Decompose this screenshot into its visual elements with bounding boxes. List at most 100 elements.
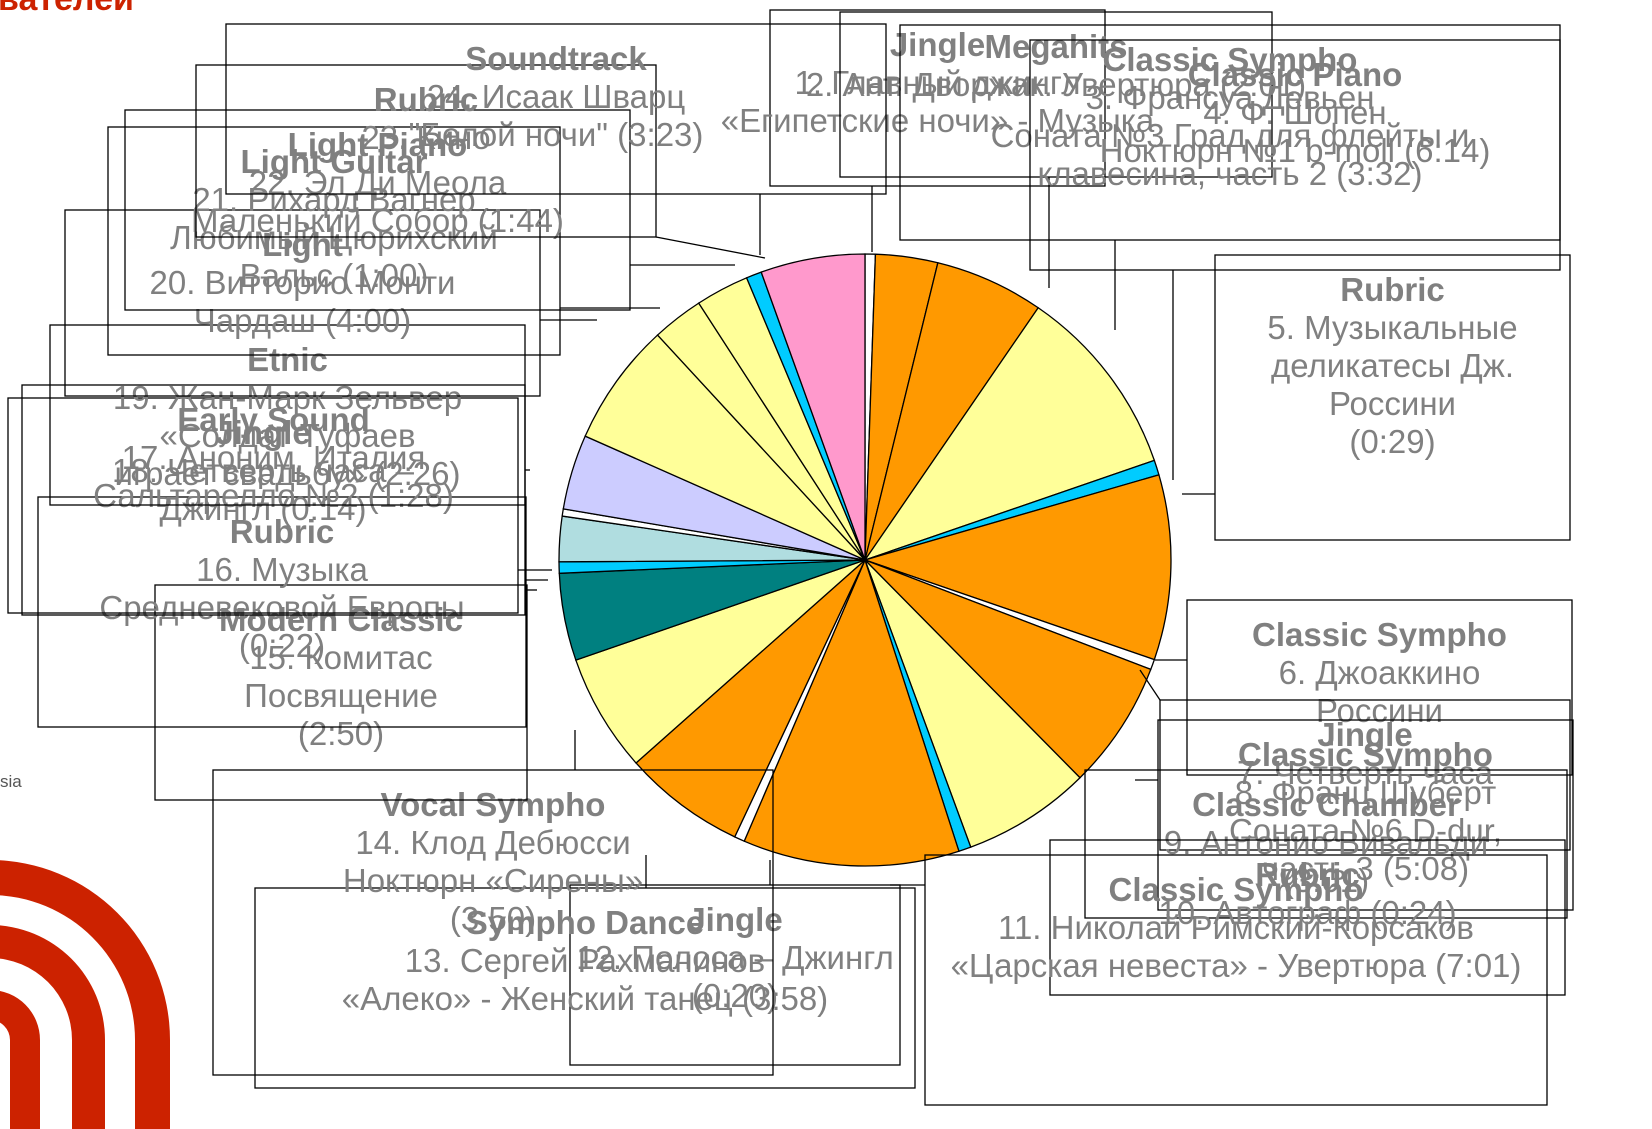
callout-line: (0:22): [239, 627, 325, 664]
callout-line: Маленький Собор (1:44): [191, 202, 564, 239]
callout-genre: Jingle: [1317, 716, 1412, 753]
callout-box: [924, 854, 1548, 1106]
leader-lines: [518, 177, 1215, 888]
page-title: вателей: [0, 0, 134, 19]
callout-line: играет свадьбу» (2:26): [115, 455, 461, 492]
callout-box: [769, 9, 1106, 187]
callout-genre: Rubric: [1255, 856, 1360, 893]
callout-line: 15. Комитас: [249, 639, 432, 676]
callout-line: Соната №6 D-dur,: [1229, 812, 1502, 849]
callout-line: Сальтарелло №2 (1:28): [93, 477, 454, 514]
callout-line: 23. Кино: [361, 119, 490, 156]
callout-genre: Vocal Sympho: [381, 786, 606, 823]
callout-box: [839, 11, 1273, 178]
brand-text: sia: [0, 772, 22, 791]
callout-line: Вальс (1:00): [240, 257, 429, 294]
callout-line: (2:50): [298, 715, 384, 752]
callout-box: [1084, 769, 1568, 919]
callout-genre: Classic Sympho: [1252, 616, 1507, 653]
callout-genre: Rubric: [230, 513, 335, 550]
callout-line: Соната №3 Град для флейты и: [991, 117, 1470, 154]
callout-box: [154, 584, 528, 801]
callout-line: Джингл (0:14): [159, 490, 366, 527]
callout-line: Ноктюрн «Сирены»: [343, 862, 643, 899]
callout-genre: Classic Sympho: [1238, 736, 1493, 773]
callout-line: 21. Рихард Вагнер: [192, 181, 475, 218]
pie-slice-6: [862, 474, 1172, 661]
callout-line: «Египетские ночи» - Музыка: [721, 102, 1155, 139]
callout-genre: Classic Sympho: [1103, 41, 1358, 78]
callout-line: (3:50): [450, 900, 536, 937]
callout-line: Чардаш (4:00): [194, 302, 411, 339]
callout-box: [1186, 599, 1573, 776]
callout-box: [569, 884, 901, 1066]
pie-slice-20: [584, 334, 866, 561]
callout-box: [225, 23, 887, 195]
callout-box: [1159, 699, 1571, 851]
callout-line: (0:20): [692, 977, 778, 1014]
callout-line: Россини: [1316, 692, 1443, 729]
callout-genre: Rubric: [374, 81, 479, 118]
callout-line: 7. Четверть часа: [1237, 754, 1494, 791]
callout-line: 16. Музыка: [196, 551, 368, 588]
callout-line: 19. Жан-Марк Зельвер: [113, 379, 462, 416]
callout-genre: Jingle: [687, 901, 782, 938]
callout-line: клавесина, часть 2 (3:32): [1037, 155, 1422, 192]
pie-slice-9: [864, 559, 1081, 848]
pie-slice-13: [635, 559, 866, 838]
pie-slices: [558, 253, 1172, 867]
callout-line: 4. Ф. Шопен: [1203, 94, 1386, 131]
callout-line: 18. Четверть часа –: [112, 452, 415, 489]
callout-genre: Etnic: [247, 341, 328, 378]
callout-line: «Солдат Туфаев: [159, 417, 415, 454]
callout-line: 6. Джоаккино: [1279, 654, 1481, 691]
callout-box: [64, 209, 541, 397]
callout-genre: Light Guitar: [241, 143, 428, 180]
callout-genre: Early Sound: [177, 401, 370, 438]
callout-genre: Light Piano: [288, 126, 468, 163]
callout-line: деликатесы Дж.: [1271, 347, 1514, 384]
callout-genre: Jingle: [890, 26, 985, 63]
callout-line: (3:01): [1283, 862, 1369, 899]
callout-line: 8. Франц Шуберт: [1235, 774, 1497, 811]
callout-genre: Sympho Dance: [466, 904, 704, 941]
callout-line: 14. Клод Дебюсси: [355, 824, 630, 861]
leader-line-23: [655, 236, 766, 259]
callout-line: "Белой ночи" (3:23): [409, 116, 704, 153]
callout-box: [107, 126, 561, 356]
callout-line: 12. Полоса – Джингл: [576, 939, 894, 976]
callout-genre: Jingle: [215, 414, 310, 451]
pie-slice-4: [863, 306, 1156, 562]
callout-line: 11. Николай Римский-Корсаков: [998, 909, 1474, 946]
pie-slice-8: [864, 559, 1152, 779]
callout-box: [37, 496, 527, 728]
callout-line: 5. Музыкальные: [1267, 309, 1517, 346]
callout-line: часть 3 (5:08): [1262, 850, 1469, 887]
pie-slice-11: [743, 558, 960, 867]
callout-box: [124, 109, 631, 311]
callout-line: Россини: [1329, 385, 1456, 422]
callout-line: 20. Витторио Монти: [150, 264, 456, 301]
callout-genre: Modern Classic: [219, 601, 463, 638]
callout-genre: Light: [262, 226, 343, 263]
callout-line: 3. Франсуа Девьен: [1086, 79, 1375, 116]
pie-slice-14: [575, 559, 866, 764]
callout-line: 1. Главный джингл: [795, 64, 1081, 101]
